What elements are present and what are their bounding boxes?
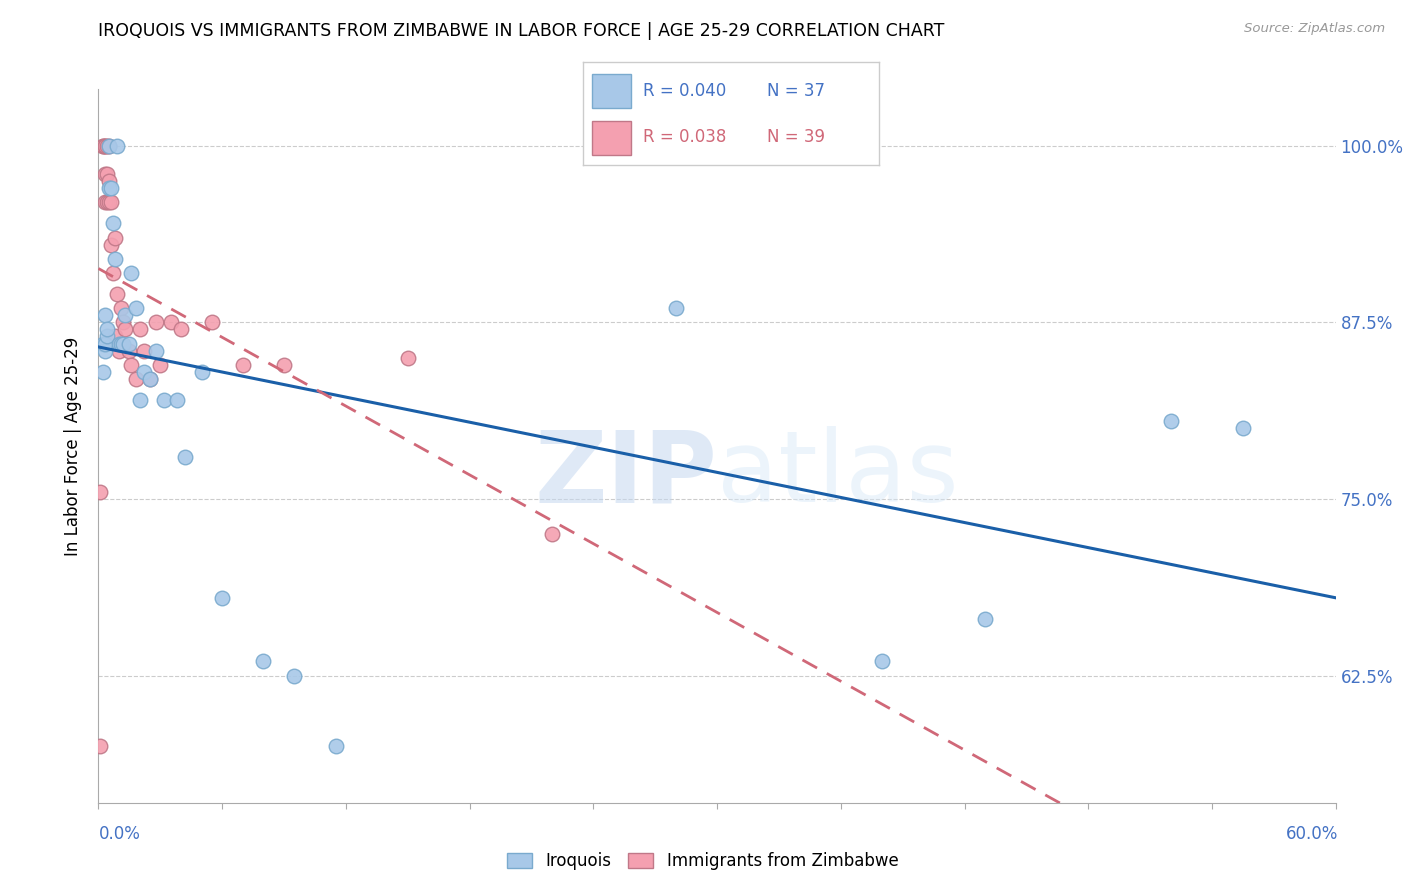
Point (112, 336, 135, 351)
Point (124, 372, 146, 386)
Point (91, 138, 114, 153)
Point (283, 668, 305, 682)
Point (139, 372, 162, 386)
Bar (592, 121, 631, 155)
Point (105, 287, 128, 301)
Point (101, 216, 124, 230)
Point (97, 138, 120, 153)
Point (96, 138, 118, 153)
Point (93, 138, 115, 153)
Point (232, 358, 254, 372)
Point (541, 527, 564, 541)
Point (89, 739, 111, 754)
Point (166, 393, 188, 408)
Point (325, 739, 347, 754)
Point (132, 365, 155, 379)
Point (145, 343, 167, 358)
Text: N = 39: N = 39 (766, 128, 824, 145)
Bar (592, 74, 631, 108)
Point (105, 138, 128, 153)
Point (104, 252, 127, 266)
Point (108, 336, 131, 351)
Point (91, 336, 114, 351)
Text: 0.0%: 0.0% (98, 825, 141, 843)
Point (101, 266, 124, 280)
Point (96, 322, 118, 336)
Legend: Iroquois, Immigrants from Zimbabwe: Iroquois, Immigrants from Zimbabwe (501, 846, 905, 877)
Point (96, 167, 118, 181)
Point (273, 358, 295, 372)
Point (110, 336, 132, 351)
Point (100, 237, 122, 252)
Text: R = 0.038: R = 0.038 (643, 128, 725, 145)
Point (128, 322, 150, 336)
Point (93, 167, 115, 181)
Point (104, 329, 127, 343)
Point (870, 655, 893, 669)
Point (211, 591, 233, 605)
Point (100, 181, 122, 195)
Point (1232, 421, 1254, 435)
Point (124, 301, 146, 316)
Text: Source: ZipAtlas.com: Source: ZipAtlas.com (1244, 22, 1385, 36)
Point (170, 322, 193, 336)
Text: N = 37: N = 37 (766, 82, 824, 100)
Text: 60.0%: 60.0% (1286, 825, 1339, 843)
Point (110, 301, 132, 316)
Point (93, 195, 115, 210)
Point (114, 308, 136, 322)
Point (97, 195, 120, 210)
Point (974, 612, 997, 626)
Point (93, 343, 115, 358)
Point (97, 181, 120, 195)
Point (252, 655, 274, 669)
Point (201, 315, 224, 329)
Point (120, 266, 142, 280)
Point (396, 351, 419, 365)
Point (153, 393, 176, 408)
Point (128, 393, 150, 408)
Point (174, 450, 197, 464)
Point (104, 230, 127, 244)
Point (145, 315, 167, 329)
Point (93, 138, 115, 153)
Text: ZIP: ZIP (534, 426, 717, 523)
Point (97, 174, 120, 188)
Text: R = 0.040: R = 0.040 (643, 82, 725, 100)
Point (159, 315, 181, 329)
Point (91, 138, 114, 153)
Point (108, 343, 131, 358)
Point (665, 301, 688, 316)
Point (96, 329, 118, 343)
Point (149, 358, 172, 372)
Point (1160, 414, 1182, 428)
Point (112, 315, 135, 329)
Point (96, 195, 118, 210)
Point (100, 195, 122, 210)
Point (190, 365, 212, 379)
Point (132, 343, 155, 358)
Point (93, 336, 115, 351)
Point (97, 138, 120, 153)
Point (120, 358, 142, 372)
Point (91, 365, 114, 379)
Point (139, 372, 162, 386)
Text: atlas: atlas (717, 426, 959, 523)
Point (118, 343, 141, 358)
Y-axis label: In Labor Force | Age 25-29: In Labor Force | Age 25-29 (65, 336, 83, 556)
Point (114, 322, 136, 336)
Point (93, 308, 115, 322)
Text: IROQUOIS VS IMMIGRANTS FROM ZIMBABWE IN LABOR FORCE | AGE 25-29 CORRELATION CHAR: IROQUOIS VS IMMIGRANTS FROM ZIMBABWE IN … (98, 22, 945, 40)
Point (89, 484, 111, 499)
Point (118, 336, 141, 351)
